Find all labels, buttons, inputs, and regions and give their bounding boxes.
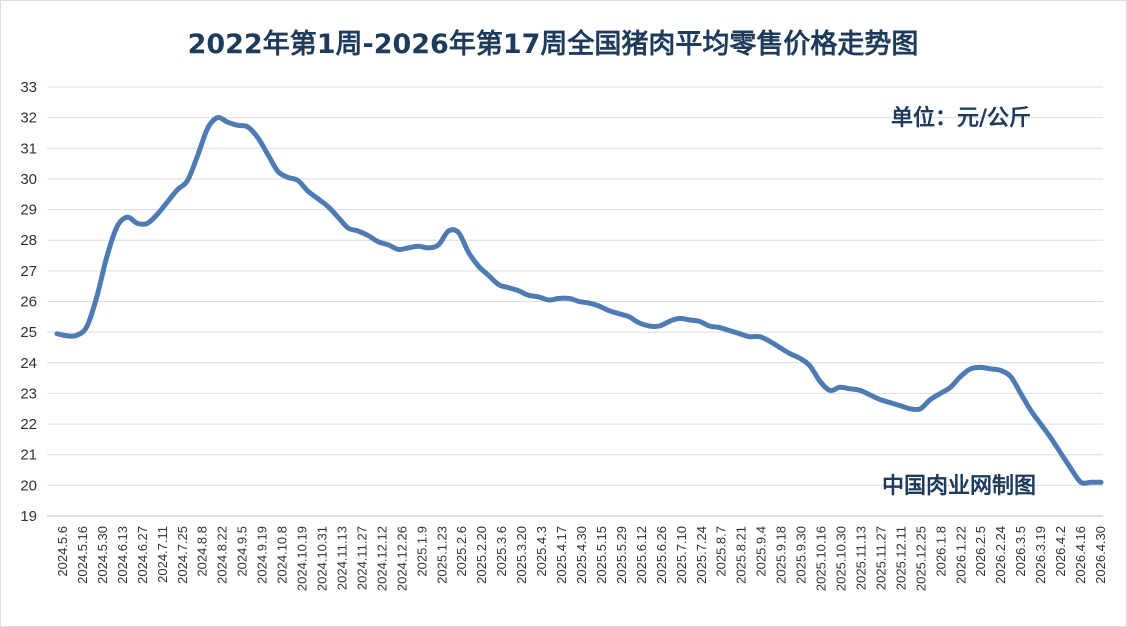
x-tick-label: 2024.10.31	[315, 526, 330, 591]
x-tick-label: 2025.2.6	[454, 526, 469, 577]
x-tick-label: 2024.6.13	[115, 526, 130, 584]
x-tick-label: 2025.2.20	[474, 526, 489, 584]
gridlines	[47, 86, 1103, 517]
x-tick-label: 2026.4.30	[1093, 526, 1108, 584]
y-tick-label: 32	[20, 110, 37, 127]
x-tick-label: 2024.11.13	[334, 526, 349, 590]
x-tick-label: 2025.7.24	[694, 526, 709, 584]
x-tick-label: 2026.3.19	[1033, 526, 1048, 584]
y-tick-label: 19	[20, 508, 37, 525]
x-tick-label: 2026.1.8	[933, 526, 948, 577]
x-tick-label: 2025.10.16	[814, 526, 829, 591]
x-tick-label: 2025.8.7	[714, 526, 729, 577]
source-label: 中国肉业网制图	[882, 473, 1036, 499]
x-tick-label: 2026.4.2	[1053, 526, 1068, 577]
x-tick-label: 2026.1.22	[953, 526, 968, 584]
price-series-line	[54, 114, 1104, 486]
x-tick-label: 2025.7.10	[674, 526, 689, 584]
y-tick-label: 24	[20, 355, 37, 372]
x-tick-label: 2024.8.8	[195, 526, 210, 577]
y-tick-label: 30	[20, 171, 37, 188]
x-tick-label: 2024.5.16	[75, 526, 90, 584]
x-tick-label: 2026.2.24	[993, 526, 1008, 584]
x-tick-label: 2024.10.19	[295, 526, 310, 591]
x-tick-label: 2024.7.25	[175, 526, 190, 584]
y-tick-label: 23	[20, 385, 37, 402]
x-tick-label: 2024.10.8	[275, 526, 290, 584]
y-tick-label: 26	[20, 294, 37, 311]
x-tick-label: 2025.12.25	[913, 526, 928, 591]
x-axis-ticks: 2024.5.6 2024.5.16 2024.5.30 2024.6.13 2024.…	[55, 526, 1108, 591]
x-tick-label: 2025.4.17	[554, 526, 569, 584]
unit-label: 单位：元/公斤	[891, 105, 1031, 131]
x-tick-label: 2024.12.26	[394, 526, 409, 591]
x-tick-label: 2025.5.29	[614, 526, 629, 584]
y-tick-label: 27	[20, 263, 37, 280]
y-tick-label: 20	[20, 477, 37, 494]
x-tick-label: 2024.9.19	[255, 526, 270, 584]
x-tick-label: 2025.6.26	[654, 526, 669, 584]
x-tick-label: 2025.9.30	[794, 526, 809, 584]
x-tick-label: 2026.3.5	[1013, 526, 1028, 577]
y-tick-label: 21	[20, 447, 37, 464]
x-tick-label: 2025.4.30	[574, 526, 589, 584]
y-tick-label: 28	[20, 232, 37, 249]
x-tick-label: 2024.8.22	[215, 526, 230, 584]
y-tick-label: 31	[20, 140, 37, 157]
y-tick-label: 22	[20, 416, 37, 433]
x-tick-label: 2025.8.21	[734, 526, 749, 584]
x-tick-label: 2026.4.16	[1073, 526, 1088, 584]
x-tick-label: 2024.6.27	[135, 526, 150, 584]
x-tick-label: 2025.3.6	[494, 526, 509, 577]
y-tick-label: 29	[20, 202, 37, 219]
x-tick-label: 2024.5.30	[95, 526, 110, 584]
x-tick-label: 2025.4.3	[534, 526, 549, 577]
x-tick-label: 2024.7.11	[155, 526, 170, 583]
y-axis-ticks: 19 20 21 22 23 24 25 26 27 28 29 30 31 32 33	[20, 79, 37, 525]
x-tick-label: 2025.11.13	[853, 526, 868, 590]
x-tick-label: 2024.12.12	[374, 526, 389, 591]
y-tick-label: 33	[20, 79, 37, 96]
x-tick-label: 2025.1.9	[414, 526, 429, 577]
x-tick-label: 2025.12.11	[893, 526, 908, 590]
chart-title: 2022年第1周-2026年第17周全国猪肉平均零售价格走势图	[188, 28, 919, 60]
x-tick-label: 2025.9.4	[754, 526, 769, 577]
x-tick-label: 2025.11.27	[873, 526, 888, 590]
x-tick-label: 2025.3.20	[514, 526, 529, 584]
x-tick-label: 2024.5.6	[55, 526, 70, 577]
x-tick-label: 2025.1.23	[434, 526, 449, 584]
x-tick-label: 2024.11.27	[354, 526, 369, 590]
x-tick-label: 2026.2.5	[973, 526, 988, 577]
x-tick-label: 2025.10.30	[834, 526, 849, 591]
y-tick-label: 25	[20, 324, 37, 341]
x-tick-label: 2025.6.12	[634, 526, 649, 584]
x-tick-label: 2025.9.18	[774, 526, 789, 584]
x-tick-label: 2024.9.5	[235, 526, 250, 577]
x-tick-label: 2025.5.15	[594, 526, 609, 584]
